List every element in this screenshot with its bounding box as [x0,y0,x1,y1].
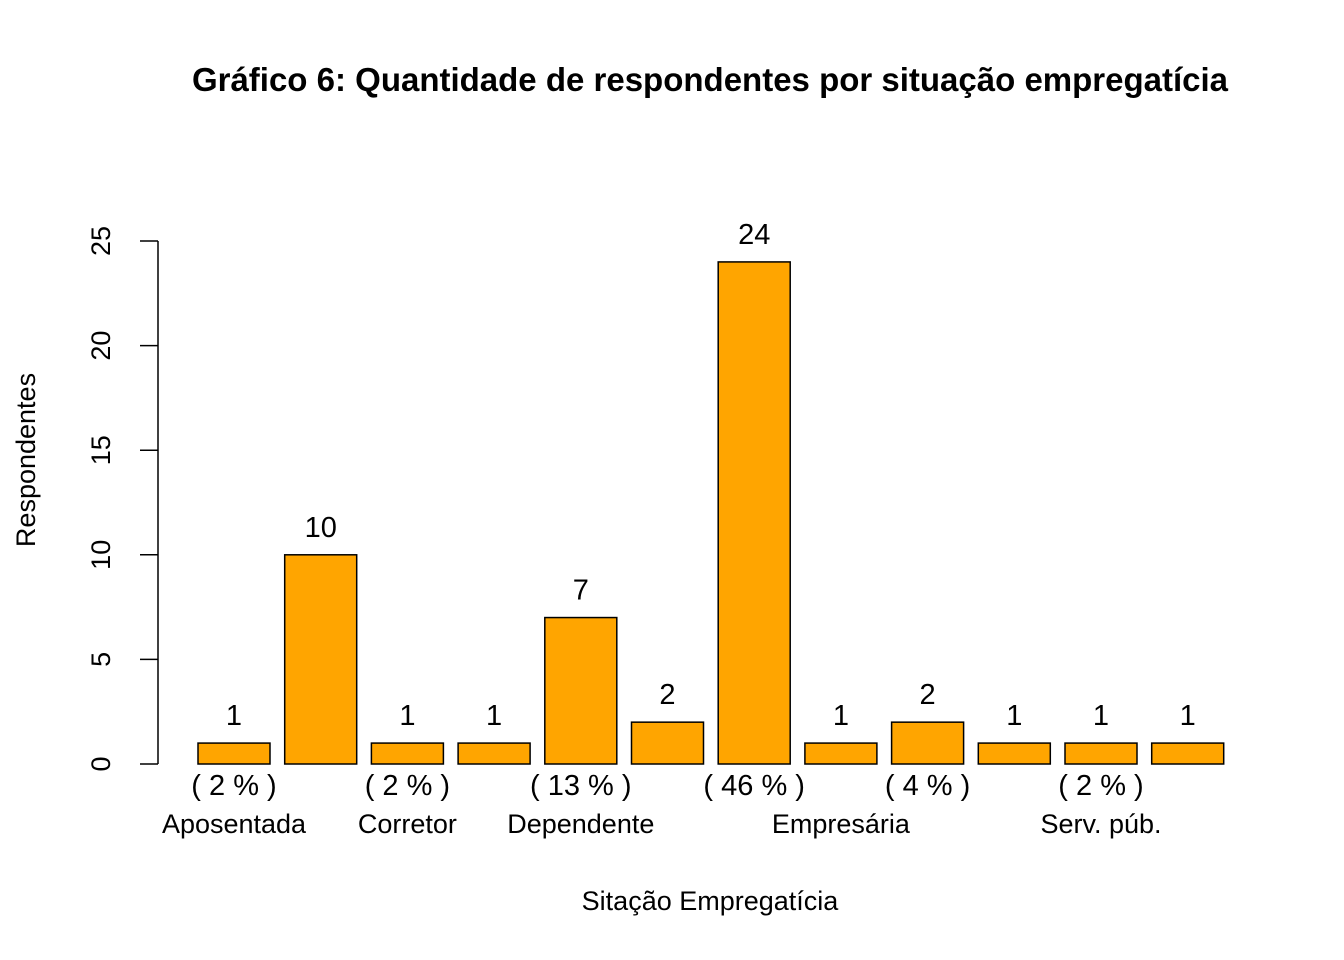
category-label: Aposentada [162,809,307,839]
bar-value-label: 1 [226,700,242,732]
y-tick-label: 25 [86,226,116,256]
bar-value-label: 1 [1006,700,1022,732]
y-axis-label: Respondentes [11,373,41,547]
bar [197,742,271,765]
percent-label: ( 4 % ) [885,770,970,802]
bar-value-label: 1 [833,700,849,732]
bar [544,616,618,765]
value-labels: 1 10 1 1 7 2 24 1 2 1 1 1 [226,219,1196,732]
bar-value-label: 24 [738,219,770,251]
percent-label: ( 13 % ) [530,770,632,802]
bar [283,554,358,765]
bar [804,742,878,765]
bar-value-label: 7 [573,575,589,607]
chart-title: Gráfico 6: Quantidade de respondentes po… [192,61,1229,98]
bar [1150,742,1225,765]
bar [717,261,791,765]
bar-value-label: 2 [659,679,675,711]
bar [457,742,531,765]
percent-label: ( 2 % ) [365,770,450,802]
category-label: Corretor [358,809,457,839]
y-tick-label: 20 [86,331,116,361]
percent-label: ( 2 % ) [1058,770,1143,802]
percent-label: ( 46 % ) [703,770,805,802]
category-label: Empresária [772,809,911,839]
bar [1064,742,1138,765]
y-tick-label: 15 [86,435,116,465]
y-axis: 0 5 10 15 20 25 [86,226,159,772]
percent-label: ( 2 % ) [191,770,276,802]
bar [370,742,445,765]
category-label: Dependente [507,809,654,839]
bar [890,721,965,765]
y-tick-label: 5 [86,652,116,667]
bar-value-label: 1 [1180,700,1196,732]
x-axis-label: Sitação Empregatícia [582,886,840,916]
bar-value-label: 2 [920,679,936,711]
bar-value-label: 1 [486,700,502,732]
y-tick-label: 0 [86,756,116,771]
bars [197,261,1225,765]
bar [630,721,705,765]
y-tick-label: 10 [86,540,116,570]
bar [977,742,1052,765]
percent-labels: ( 2 % ) ( 2 % ) ( 13 % ) ( 46 % ) ( 4 % ) ( 2… [191,770,1143,802]
bar-value-label: 1 [399,700,415,732]
category-labels: Aposentada Corretor Dependente Empresária Se… [162,809,1162,839]
category-label: Serv. púb. [1040,809,1161,839]
bar-value-label: 1 [1093,700,1109,732]
bar-value-label: 10 [305,512,337,544]
